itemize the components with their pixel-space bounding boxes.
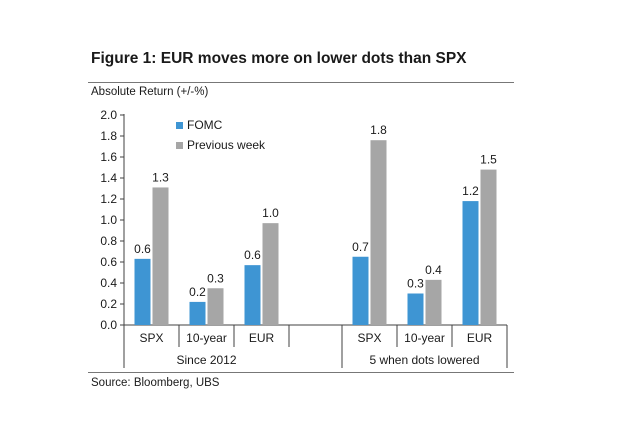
- data-label-previous-week: 1.0: [262, 206, 279, 220]
- data-label-fomc: 0.7: [352, 240, 369, 254]
- group-label: Since 2012: [176, 353, 236, 367]
- data-label-fomc: 0.6: [244, 248, 261, 262]
- bottom-rule: [88, 372, 514, 373]
- y-tick-label: 1.8: [100, 129, 117, 143]
- source-note: Source: Bloomberg, UBS: [91, 377, 220, 389]
- chart-title: Figure 1: EUR moves more on lower dots t…: [91, 50, 467, 67]
- x-category-label: EUR: [249, 331, 275, 345]
- bar-fomc: [407, 293, 424, 325]
- x-category-label: 10-year: [186, 331, 227, 345]
- legend-label-previous-week: Previous week: [187, 138, 266, 152]
- legend-swatch-fomc: [176, 122, 183, 129]
- bar-fomc: [462, 201, 479, 325]
- y-tick-label: 1.2: [100, 192, 117, 206]
- data-label-previous-week: 0.3: [207, 271, 224, 285]
- y-tick-label: 0.8: [100, 234, 117, 248]
- x-category-label: 10-year: [404, 331, 445, 345]
- x-category-label: SPX: [139, 331, 163, 345]
- y-tick-label: 0.2: [100, 297, 117, 311]
- bar-previous-week: [152, 187, 169, 325]
- group-label: 5 when dots lowered: [369, 353, 479, 367]
- y-tick-label: 0.6: [100, 255, 117, 269]
- top-rule: [88, 82, 514, 83]
- data-label-previous-week: 1.5: [480, 153, 497, 167]
- bar-fomc: [189, 301, 206, 325]
- bar-fomc: [244, 265, 261, 325]
- bar-previous-week: [207, 288, 224, 325]
- y-tick-label: 1.4: [100, 171, 117, 185]
- bar-previous-week: [425, 279, 442, 325]
- bar-fomc: [134, 258, 151, 325]
- y-tick-label: 2.0: [100, 108, 117, 122]
- bar-previous-week: [262, 223, 279, 325]
- y-tick-label: 0.4: [100, 276, 117, 290]
- data-label-previous-week: 0.4: [425, 263, 442, 277]
- legend-label-fomc: FOMC: [187, 118, 223, 132]
- x-category-label: SPX: [357, 331, 381, 345]
- y-tick-label: 1.6: [100, 150, 117, 164]
- x-category-label: EUR: [467, 331, 493, 345]
- data-label-fomc: 0.6: [134, 242, 151, 256]
- data-label-fomc: 0.3: [407, 277, 424, 291]
- y-tick-label: 0.0: [100, 318, 117, 332]
- y-axis-title: Absolute Return (+/-%): [91, 86, 209, 98]
- bar-previous-week: [480, 169, 497, 325]
- data-label-previous-week: 1.3: [152, 170, 169, 184]
- data-label-fomc: 1.2: [462, 184, 479, 198]
- y-tick-label: 1.0: [100, 213, 117, 227]
- bar-previous-week: [370, 140, 387, 325]
- data-label-fomc: 0.2: [189, 285, 206, 299]
- data-label-previous-week: 1.8: [370, 123, 387, 137]
- bar-fomc: [352, 256, 369, 325]
- legend-swatch-previous-week: [176, 142, 183, 149]
